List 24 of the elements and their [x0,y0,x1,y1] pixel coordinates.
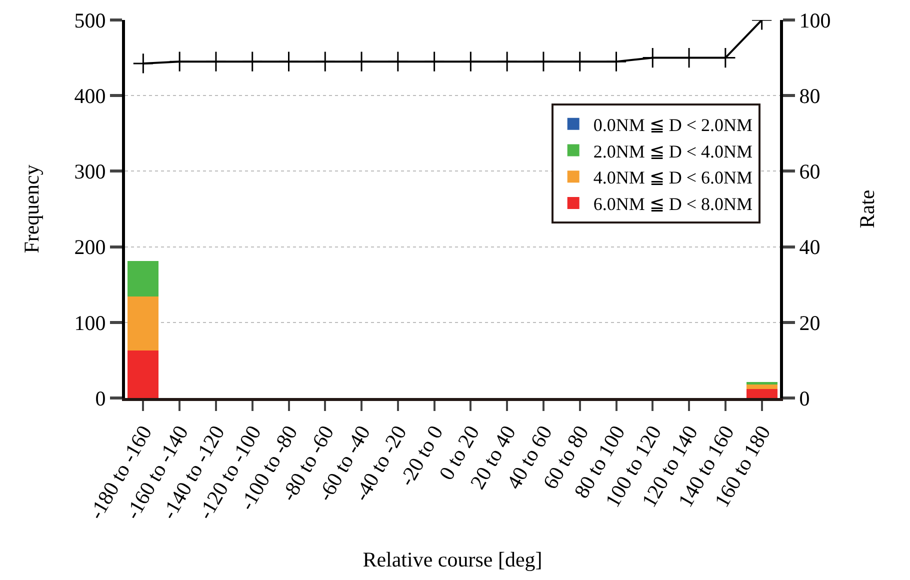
y-tick-label: 400 [74,84,106,108]
y2-tick-label: 100 [799,8,831,32]
bar [128,261,159,297]
legend-label: 6.0NM ≦ D < 8.0NM [593,194,753,214]
legend-label: 2.0NM ≦ D < 4.0NM [593,141,753,162]
legend-label: 0.0NM ≦ D < 2.0NM [593,114,753,135]
y2-tick-label: 20 [799,310,820,335]
y2-axis-title: Rate [854,190,879,228]
y2-tick-label: 0 [799,386,810,410]
bar [128,350,159,398]
y2-tick-label: 80 [799,84,820,108]
bar [746,388,778,398]
y-tick-label: 300 [74,160,106,184]
x-axis-title: Relative course [deg] [362,548,542,572]
bar [746,384,778,389]
y2-tick-label: 40 [799,235,820,260]
y-tick-label: 500 [74,8,106,32]
y-tick-label: 0 [95,386,106,410]
y2-tick-label: 60 [799,160,820,184]
bar [128,296,159,350]
y-tick-label: 200 [74,235,106,260]
y-tick-label: 100 [74,310,106,335]
y-axis-title: Frequency [19,164,44,254]
legend-label: 4.0NM ≦ D < 6.0NM [593,168,753,188]
